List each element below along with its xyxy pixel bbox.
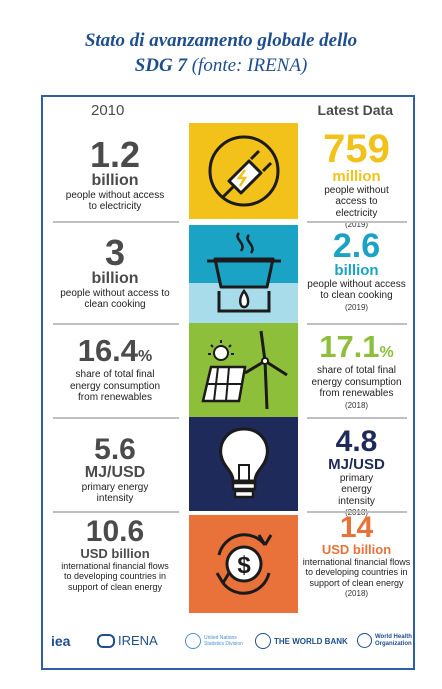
who-logo-line-2: Organization (375, 640, 412, 647)
separator (307, 323, 407, 325)
separator (307, 221, 407, 223)
worldbank-logo: THE WORLD BANK (255, 633, 348, 649)
right-desc: international financial flows to develop… (302, 556, 411, 588)
right-desc: people without access to clean cooking (307, 278, 406, 302)
header-latest: Latest Data (317, 102, 393, 118)
right-cell: 14 USD billion international financial f… (300, 511, 413, 599)
right-unit: billion (334, 262, 379, 279)
right-year: (2018) (344, 589, 369, 599)
title-source: (fonte: IRENA) (186, 55, 308, 76)
left-value: 1.2 (89, 134, 141, 175)
row-finance: 10.6 USD billion international financial… (43, 511, 413, 621)
right-desc: primary energy intensity (338, 472, 375, 507)
right-cell: 4.8 MJ/USD primary energy intensity (201… (300, 425, 413, 518)
solar-wind-icon (189, 323, 298, 417)
separator (53, 323, 179, 325)
right-cell: 759 million people without access to ele… (300, 129, 413, 229)
right-cell: 2.6 billion people without access to cle… (300, 229, 413, 312)
left-value: 3 (104, 232, 126, 273)
iea-logo-text: iea (51, 633, 71, 649)
left-value: 16.4 (77, 333, 139, 368)
dollar-cycle-icon: $ (189, 515, 298, 613)
row-electricity: 1.2 billion people without access to ele… (43, 123, 413, 229)
left-unit: MJ/USD (84, 464, 146, 481)
left-desc: international financial flows to develop… (61, 560, 169, 592)
left-unit: % (138, 348, 153, 365)
who-logo: World Health Organization (357, 633, 412, 648)
right-unit: USD billion (321, 542, 392, 557)
left-desc: primary energy intensity (81, 481, 149, 505)
right-unit: million (332, 168, 381, 185)
cooking-pot-icon (189, 225, 298, 323)
worldbank-logo-text: THE WORLD BANK (274, 636, 348, 646)
page-title: Stato di avanzamento globale dello SDG 7… (0, 28, 442, 78)
title-line-1: Stato di avanzamento globale dello (84, 30, 358, 51)
right-year: (2018) (344, 400, 369, 410)
irena-mark-icon (97, 633, 115, 648)
header-2010: 2010 (91, 102, 125, 119)
left-cell: 10.6 USD billion international financial… (43, 517, 187, 592)
un-logo-text: United Nations Statistics Division (204, 635, 243, 647)
right-unit: % (379, 344, 394, 361)
partner-logos: iea IRENA United Nations Statistics Divi… (43, 625, 413, 665)
row-cooking: 3 billion people without access to clean… (43, 221, 413, 323)
right-desc: people without access to electricity (324, 184, 389, 219)
who-logo-line-1: World Health (375, 633, 412, 640)
left-desc: people without access to electricity (65, 189, 165, 213)
left-value: 10.6 (85, 515, 145, 548)
right-desc: share of total final energy consumption … (311, 365, 402, 399)
right-value: 14 (339, 511, 374, 544)
right-unit: MJ/USD (328, 456, 385, 473)
row-intensity: 5.6 MJ/USD primary energy intensity 4.8 … (43, 417, 413, 517)
left-unit: billion (91, 172, 139, 189)
separator (53, 511, 179, 513)
right-cell: 17.1% share of total final energy consum… (300, 331, 413, 410)
separator (307, 417, 407, 419)
left-cell: 16.4% share of total final energy consum… (43, 335, 187, 404)
separator (53, 221, 179, 223)
title-sdg: SDG 7 (134, 55, 187, 76)
left-cell: 5.6 MJ/USD primary energy intensity (43, 435, 187, 505)
left-desc: share of total final energy consumption … (69, 369, 161, 403)
right-value: 759 (323, 127, 390, 171)
left-cell: 3 billion people without access to clean… (43, 235, 187, 311)
infographic-card: 2010 Latest Data 1.2 billion people with… (41, 95, 415, 670)
who-emblem-icon (357, 633, 372, 648)
iea-logo: iea (51, 633, 70, 649)
irena-logo-text: IRENA (118, 633, 158, 648)
separator (307, 511, 407, 513)
row-renewables: 16.4% share of total final energy consum… (43, 323, 413, 417)
plug-icon (189, 123, 298, 219)
left-unit: USD billion (80, 546, 150, 561)
un-globe-icon (185, 633, 201, 649)
right-value: 17.1 (319, 329, 380, 364)
un-logo: United Nations Statistics Division (185, 633, 244, 649)
left-value: 5.6 (94, 433, 136, 466)
left-unit: billion (91, 270, 139, 287)
light-bulb-icon (189, 417, 298, 511)
svg-text:$: $ (237, 552, 251, 579)
right-year: (2019) (344, 220, 369, 230)
left-desc: people without access to clean cooking (60, 287, 170, 311)
right-value: 2.6 (332, 227, 381, 265)
left-cell: 1.2 billion people without access to ele… (43, 137, 187, 213)
worldbank-globe-icon (255, 633, 271, 649)
separator (53, 417, 179, 419)
irena-logo: IRENA (97, 633, 158, 648)
right-value: 4.8 (335, 425, 378, 458)
right-year: (2019) (344, 302, 369, 312)
